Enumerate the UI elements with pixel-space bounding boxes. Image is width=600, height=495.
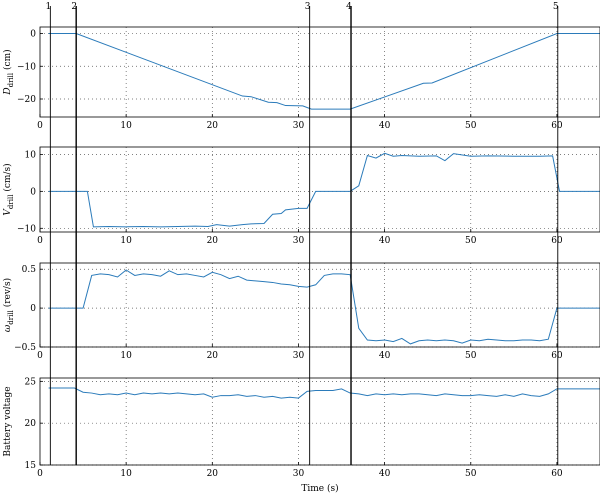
- x-tick-label: 0: [37, 469, 43, 479]
- grid: [40, 27, 600, 117]
- series-line-1: [48, 269, 600, 345]
- y-axis-title: Vdrill (cm/s): [2, 163, 15, 215]
- y-axis-title: Battery voltage: [3, 386, 13, 456]
- x-tick-label: 60: [551, 351, 563, 361]
- x-tick-label: 30: [293, 351, 305, 361]
- y-tick-label: 20: [25, 419, 37, 429]
- x-tick-label: 0: [37, 121, 43, 131]
- y-tick-label: −10: [17, 62, 36, 72]
- x-tick-label: 50: [465, 469, 477, 479]
- y-tick-label: 10: [25, 150, 37, 160]
- x-tick-label: 10: [120, 351, 132, 361]
- event-label-4: 4: [346, 2, 352, 12]
- x-tick-label: 50: [465, 236, 477, 246]
- series-line-1: [48, 33, 600, 110]
- x-tick-label: 60: [551, 469, 563, 479]
- y-tick-label: −20: [17, 95, 36, 105]
- x-tick-label: 10: [120, 121, 132, 131]
- x-tick-label: 0: [37, 351, 43, 361]
- x-tick-label: 20: [207, 236, 219, 246]
- event-lines-layer: 1 2 3 4 5: [45, 2, 559, 465]
- plot-frame: [39, 262, 600, 348]
- x-tick-label: 20: [207, 469, 219, 479]
- y-tick-label: 25: [25, 377, 37, 387]
- x-tick-label: 10: [120, 469, 132, 479]
- grid: [40, 263, 600, 348]
- y-tick-label: 0: [30, 30, 36, 40]
- x-tick-label: 40: [379, 469, 391, 479]
- x-tick-label: 40: [379, 236, 391, 246]
- x-tick-label: 40: [379, 121, 391, 131]
- y-tick-label: 0: [30, 187, 36, 197]
- y-tick-label: 0.5: [22, 265, 37, 275]
- plot-frame: [39, 26, 600, 118]
- x-tick-label: 60: [551, 121, 563, 131]
- x-tick-label: 30: [293, 121, 305, 131]
- y-tick-label: −10: [17, 224, 36, 234]
- x-tick-label: 20: [207, 351, 219, 361]
- x-tick-label: 40: [379, 351, 391, 361]
- x-tick-label: 0: [37, 236, 43, 246]
- event-label-1: 1: [45, 2, 51, 12]
- y-tick-label: −0.5: [14, 343, 36, 353]
- x-tick-label: 50: [465, 121, 477, 131]
- event-label-5: 5: [553, 2, 559, 12]
- series-line-1: [48, 387, 600, 399]
- y-axis-title: ωdrill (rev/s): [2, 278, 15, 332]
- panel-4: 0 10 20 30 40 50 60 25 20 15 Battery voltage: [3, 377, 600, 479]
- y-tick-label: 0: [30, 304, 36, 314]
- series-line-1: [48, 152, 600, 228]
- x-tick-label: 60: [551, 236, 563, 246]
- plot-frame: [39, 377, 600, 466]
- x-tick-label: 20: [207, 121, 219, 131]
- x-tick-label: 50: [465, 351, 477, 361]
- y-tick-label: 15: [25, 461, 37, 471]
- x-axis-title: Time (s): [301, 483, 338, 494]
- x-tick-label: 30: [293, 469, 305, 479]
- y-axis-title: Ddrill (cm): [2, 49, 15, 95]
- event-label-3: 3: [305, 2, 311, 12]
- plot-frame: [39, 146, 600, 233]
- x-tick-label: 30: [293, 236, 305, 246]
- grid: [40, 147, 600, 232]
- event-label-2: 2: [71, 2, 77, 12]
- x-tick-label: 10: [120, 236, 132, 246]
